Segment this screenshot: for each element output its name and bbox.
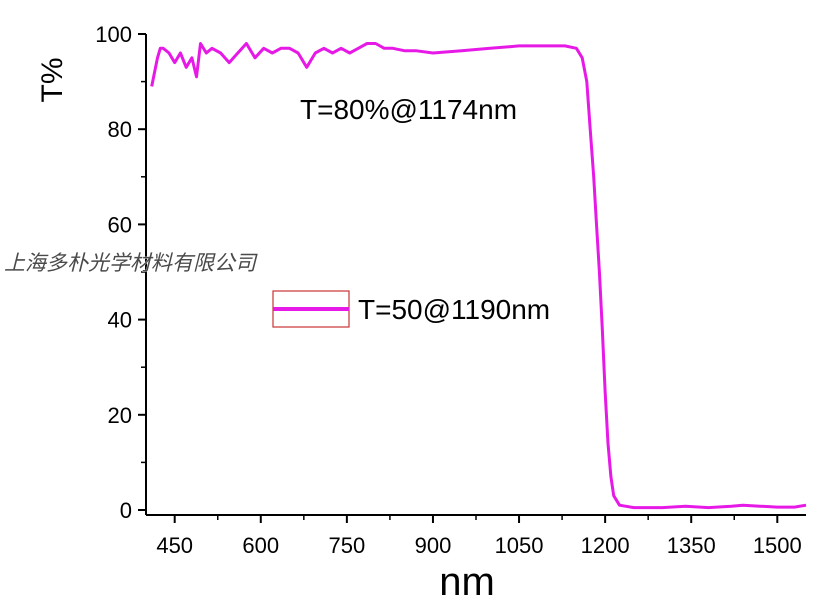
y-tick-label: 60 [108, 212, 132, 237]
y-tick-label: 20 [108, 403, 132, 428]
series-layer [150, 42, 807, 510]
x-tick-label: 1200 [581, 533, 630, 558]
transmission-series-line [150, 42, 807, 510]
x-tick-label: 1050 [495, 533, 544, 558]
y-tick-label: 0 [120, 498, 132, 523]
y-tick-label: 40 [108, 308, 132, 333]
watermark-text: 上海多朴光学材料有限公司 [4, 252, 258, 275]
y-tick-label: 100 [95, 22, 132, 47]
x-ticks: 450 600 750 900 1050 1200 1350 1500 [156, 515, 802, 558]
legend-label: T=50@1190nm [358, 294, 550, 325]
x-tick-label: 1350 [667, 533, 716, 558]
annotation-label: T=80%@1174nm [300, 94, 517, 125]
legend: T=50@1190nm [272, 290, 550, 328]
x-tick-label: 900 [415, 533, 452, 558]
y-ticks: 0 20 40 60 80 100 [95, 22, 146, 523]
x-tick-label: 750 [329, 533, 366, 558]
y-tick-label: 80 [108, 117, 132, 142]
x-axis-title: nm [439, 560, 495, 604]
x-tick-label: 600 [242, 533, 279, 558]
x-tick-label: 1500 [753, 533, 802, 558]
y-axis-title: T% [36, 58, 69, 103]
x-tick-label: 450 [156, 533, 193, 558]
